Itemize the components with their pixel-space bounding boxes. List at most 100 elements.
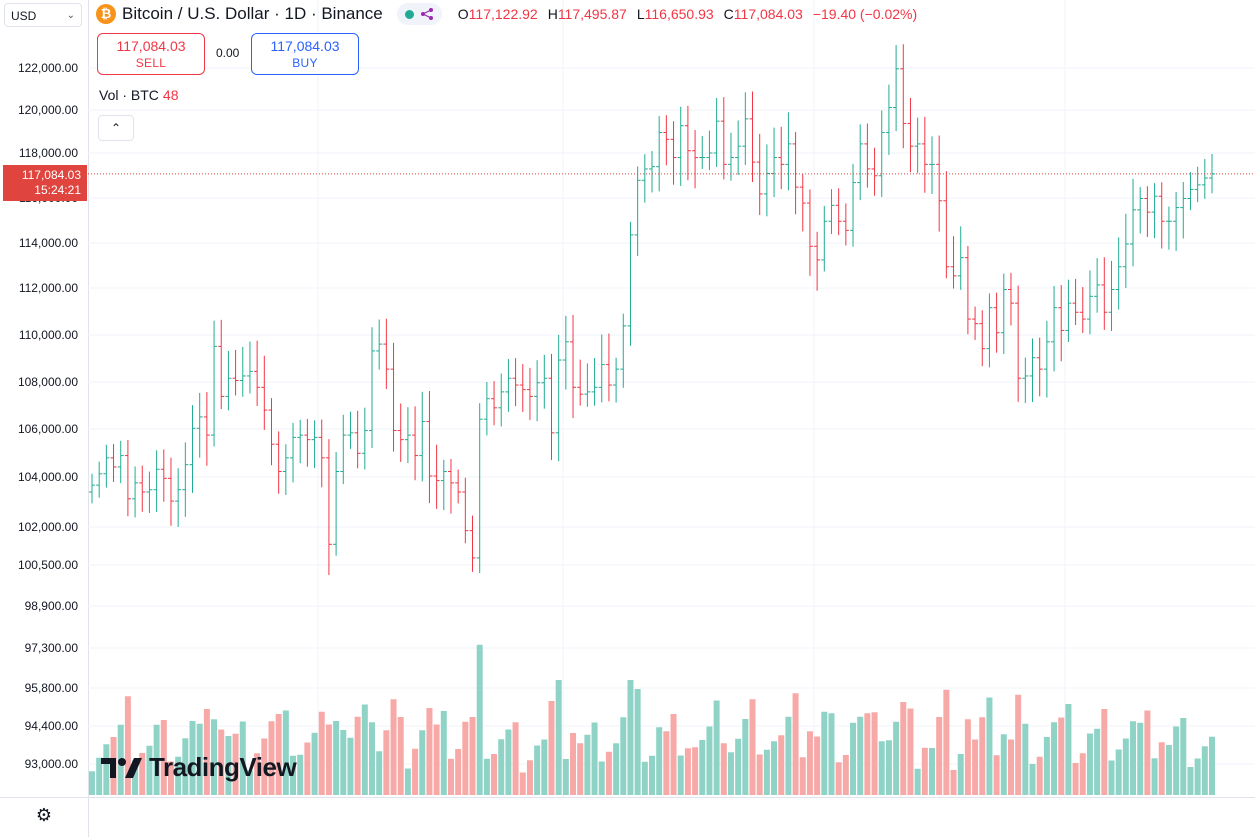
- ohlc-bar: [921, 116, 928, 193]
- symbol-header[interactable]: ₿ Bitcoin / U.S. Dollar · 1D · Binance O…: [96, 2, 917, 26]
- ohlc-bar: [1015, 285, 1022, 402]
- price-chart[interactable]: 122,000.00120,000.00118,000.00116,000.00…: [0, 0, 1255, 797]
- ohlc-bar: [455, 469, 462, 504]
- ohlc-bar: [354, 410, 361, 469]
- volume-bar: [1101, 709, 1108, 795]
- volume-bar: [1000, 734, 1007, 795]
- ohlc-bar: [1144, 186, 1151, 237]
- volume-bar: [548, 701, 555, 795]
- ohlc-bar: [1201, 159, 1208, 199]
- ohlc-bar: [972, 306, 979, 340]
- ohlc-bar: [706, 130, 713, 171]
- gear-icon: ⚙: [35, 805, 53, 825]
- ohlc-bar: [979, 310, 986, 367]
- volume-bar: [1058, 717, 1065, 795]
- volume-bar: [1022, 723, 1029, 795]
- buy-button[interactable]: 117,084.03 BUY: [251, 33, 359, 75]
- chart-settings-button[interactable]: ⚙: [33, 804, 55, 826]
- ohlc-bar: [627, 221, 634, 346]
- sell-price: 117,084.03: [116, 38, 186, 54]
- volume-bar: [268, 721, 275, 795]
- ohlc-bar: [412, 406, 419, 481]
- ohlc-bar: [993, 292, 1000, 353]
- tradingview-logo-text: TradingView: [149, 752, 297, 782]
- volume-bar: [1043, 737, 1050, 795]
- ohlc-bar: [254, 340, 261, 406]
- volume-bar: [771, 741, 778, 795]
- volume-bar: [290, 755, 297, 795]
- ohlc-bar: [785, 112, 792, 191]
- ohlc-bar: [1072, 278, 1079, 326]
- symbol-title: Bitcoin / U.S. Dollar · 1D · Binance: [122, 4, 383, 23]
- volume-bar: [239, 721, 246, 795]
- y-axis-label: 122,000.00: [18, 61, 78, 75]
- ohlc-bar: [139, 465, 146, 512]
- ohlc-bar: [311, 420, 318, 468]
- ohlc-bar: [419, 391, 426, 482]
- ohlc-bar: [842, 203, 849, 246]
- time-axis-bar[interactable]: [0, 797, 1255, 838]
- ohlc-bar: [677, 106, 684, 186]
- volume-bar: [526, 760, 533, 795]
- volume-bar: [139, 753, 146, 795]
- y-axis-label: 106,000.00: [18, 422, 78, 436]
- volume-bar: [1158, 742, 1165, 795]
- volume-bar: [304, 742, 311, 795]
- volume-bar: [649, 755, 655, 795]
- volume-bar: [641, 761, 648, 795]
- ohlc-bar: [814, 231, 821, 291]
- y-axis-label: 110,000.00: [19, 328, 78, 342]
- volume-bar: [670, 714, 677, 795]
- ohlc-bar: [340, 414, 347, 485]
- y-axis-label: 114,000.00: [19, 236, 78, 250]
- volume-bar: [1115, 749, 1122, 795]
- volume-bar: [972, 739, 979, 795]
- chevron-down-icon: ⌄: [66, 10, 75, 21]
- volume-legend[interactable]: Vol · BTC 48: [99, 87, 178, 103]
- ohlc-bar: [713, 97, 720, 167]
- ohlc-bar: [333, 451, 340, 556]
- ohlc-bar: [763, 144, 770, 217]
- ohlc-bar: [692, 130, 699, 189]
- ohlc-bar: [476, 403, 483, 574]
- ohlc-bar: [893, 45, 900, 132]
- ohlc-bar: [1086, 270, 1093, 335]
- price-axis-panel: [0, 0, 89, 797]
- y-axis-label: 94,400.00: [25, 719, 79, 733]
- ohlc-bar: [641, 154, 648, 203]
- volume-bar: [447, 758, 454, 795]
- ohlc-bar: [735, 120, 742, 176]
- ohlc-bar: [1029, 338, 1036, 402]
- volume-bar: [1029, 764, 1036, 795]
- volume-bar: [957, 754, 964, 795]
- sell-button[interactable]: 117,084.03 SELL: [97, 33, 205, 75]
- ohlc-bar: [397, 403, 404, 462]
- volume-bar: [132, 760, 139, 795]
- ohlc-bar: [203, 392, 210, 466]
- volume-bar: [742, 719, 749, 795]
- currency-select[interactable]: USD ⌄: [4, 3, 82, 27]
- ohlc-bar: [1194, 166, 1201, 203]
- buy-label: BUY: [292, 56, 318, 70]
- ohlc-bar: [290, 422, 297, 483]
- volume-bar: [369, 722, 375, 795]
- y-axis-label: 97,300.00: [25, 641, 79, 655]
- ohlc-bar: [964, 245, 971, 335]
- ohlc-bar: [799, 174, 806, 232]
- ohlc-bar: [1122, 213, 1129, 288]
- ohlc-bar: [1101, 257, 1108, 330]
- live-status-pill[interactable]: [396, 3, 442, 25]
- ohlc-bar: [498, 373, 505, 427]
- ohlc-bar: [900, 44, 907, 149]
- collapse-legend-button[interactable]: ⌃: [98, 115, 134, 141]
- volume-bar: [591, 722, 598, 795]
- ohlc-bar: [727, 132, 734, 181]
- y-axis-label: 112,000.00: [19, 281, 78, 295]
- volume-bar: [153, 724, 160, 795]
- tradingview-logo[interactable]: TradingView: [101, 752, 297, 783]
- volume-bar: [505, 729, 512, 795]
- volume-bar: [763, 749, 770, 795]
- ohlc-bar: [929, 136, 935, 194]
- volume-bar: [713, 700, 720, 795]
- volume-bar: [706, 726, 713, 795]
